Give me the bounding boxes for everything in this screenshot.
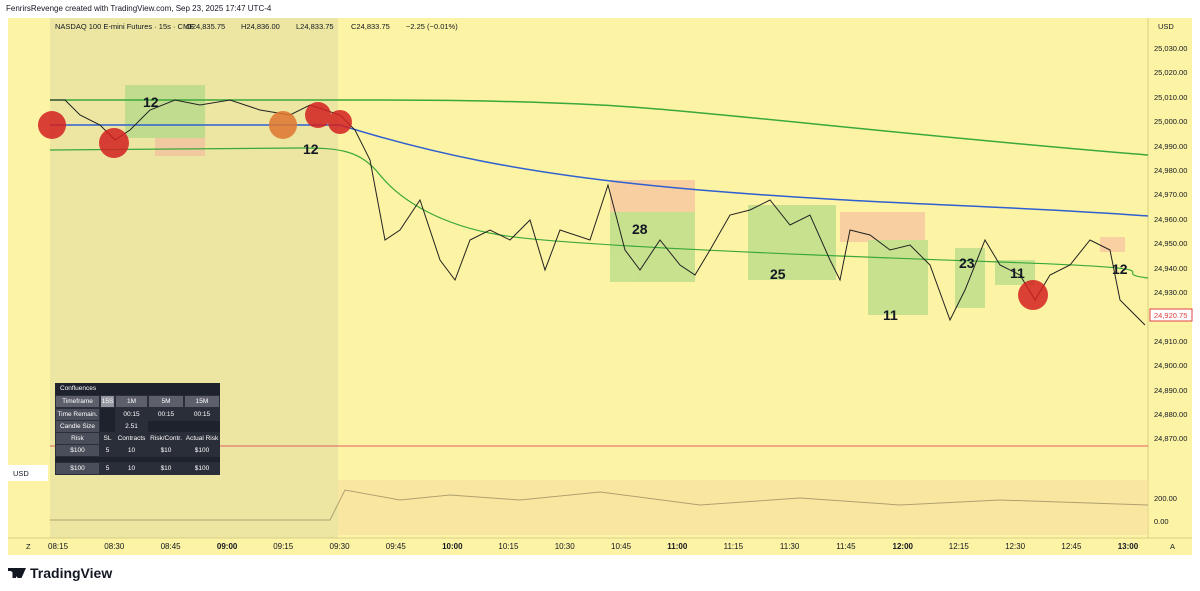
time-tick: 08:45 bbox=[160, 542, 181, 551]
table-cell: 5 bbox=[100, 444, 115, 457]
time-tick: 08:15 bbox=[48, 542, 69, 551]
price-tick: 24,990.00 bbox=[1154, 141, 1188, 151]
count-label: 23 bbox=[959, 255, 975, 271]
table-cell: Candle Size bbox=[55, 420, 100, 433]
table-cell: $100 bbox=[184, 444, 220, 457]
time-tick: 11:00 bbox=[667, 542, 688, 551]
time-tick: 12:45 bbox=[1061, 542, 1082, 551]
price-tick: 24,930.00 bbox=[1154, 288, 1188, 297]
table-cell: $100 bbox=[184, 462, 220, 475]
time-tick: 09:45 bbox=[385, 542, 406, 551]
time-tick: 12:00 bbox=[892, 542, 913, 551]
table-cell: $10 bbox=[148, 462, 184, 475]
table-cell: Timeframe bbox=[55, 395, 100, 408]
attribution: FenrirsRevenge created with TradingView.… bbox=[6, 4, 272, 13]
price-tick: 24,900.00 bbox=[1154, 361, 1188, 371]
price-line bbox=[50, 99, 1146, 326]
table-cell: Actual Risk bbox=[184, 432, 220, 445]
price-tick: 24,960.00 bbox=[1154, 214, 1188, 224]
legend-close: C24,833.75 bbox=[351, 22, 390, 31]
time-tick: 11:15 bbox=[723, 542, 744, 551]
price-tick: 25,020.00 bbox=[1154, 68, 1188, 78]
current-price-box bbox=[1149, 308, 1193, 322]
price-tick: 24,980.00 bbox=[1154, 166, 1188, 175]
table-cell: Contracts bbox=[115, 432, 148, 445]
count-label: 12 bbox=[1112, 261, 1128, 277]
price-tick: 24,970.00 bbox=[1154, 190, 1188, 200]
price-tick: 25,010.00 bbox=[1154, 92, 1188, 102]
time-tick: 12:30 bbox=[1005, 542, 1026, 551]
time-tick: 10:45 bbox=[611, 542, 632, 551]
table-cell: 10 bbox=[115, 462, 148, 475]
count-label: 11 bbox=[1010, 265, 1025, 281]
time-tick: 12:15 bbox=[948, 542, 969, 551]
table-cell: SL bbox=[100, 432, 115, 445]
lower-tick: 0.00 bbox=[1154, 517, 1169, 526]
green-ma bbox=[49, 147, 1149, 279]
table-cell: Risk bbox=[55, 432, 100, 445]
table-cell: 15M bbox=[184, 395, 220, 408]
axis-btn: Z bbox=[26, 542, 31, 551]
indicator-line bbox=[50, 489, 1149, 521]
table-cell: $10 bbox=[148, 444, 184, 457]
count-label: 11 bbox=[883, 307, 898, 323]
blue-ma bbox=[50, 124, 1149, 217]
time-tick: 10:00 bbox=[442, 542, 463, 551]
time-tick: 10:30 bbox=[554, 542, 575, 551]
price-tick: 24,880.00 bbox=[1154, 410, 1188, 419]
table-cell: 00:15 bbox=[184, 408, 220, 421]
table-cell: 5M bbox=[148, 395, 184, 408]
signal-circles bbox=[38, 102, 1048, 310]
table-cell: 5 bbox=[100, 462, 115, 475]
count-label: 12 bbox=[143, 94, 159, 110]
price-tick: 25,030.00 bbox=[1154, 44, 1188, 53]
table-cell: 2.51 bbox=[115, 420, 148, 433]
time-tick: 10:15 bbox=[498, 542, 519, 551]
count-label: 12 bbox=[303, 141, 319, 157]
price-tick: 24,950.00 bbox=[1154, 239, 1188, 249]
table-title: Confluences bbox=[60, 385, 97, 392]
time-tick: 11:45 bbox=[836, 542, 856, 551]
table-cell: $100 bbox=[55, 444, 100, 457]
lower-tick: 200.00 bbox=[1154, 494, 1177, 503]
currency: USD bbox=[13, 469, 29, 478]
table-cell: 1M bbox=[115, 395, 148, 408]
time-tick: 08:30 bbox=[104, 542, 125, 551]
usd-box bbox=[8, 465, 48, 481]
table-cell: $100 bbox=[55, 462, 100, 475]
time-tick: 11:30 bbox=[779, 542, 800, 551]
time-tick: 13:00 bbox=[1117, 542, 1139, 551]
currency: USD bbox=[1158, 22, 1174, 31]
table-cell: 00:15 bbox=[148, 408, 184, 421]
legend-change: −2.25 (−0.01%) bbox=[406, 22, 458, 31]
current-price: 24,920.75 bbox=[1154, 311, 1188, 320]
time-tick: 09:15 bbox=[273, 542, 294, 551]
time-tick: 09:30 bbox=[329, 542, 350, 551]
legend-open: O24,835.75 bbox=[186, 22, 226, 31]
legend-symbol: NASDAQ 100 E-mini Futures · 15s · CME bbox=[55, 22, 195, 31]
price-tick: 25,000.00 bbox=[1154, 117, 1188, 127]
legend-high: H24,836.00 bbox=[241, 22, 280, 31]
table-cell: 15S bbox=[100, 395, 115, 408]
green-band-upper bbox=[50, 99, 1149, 156]
table-cell: Risk/Contr. bbox=[148, 432, 184, 445]
time-tick: 09:00 bbox=[216, 542, 238, 551]
count-label: 28 bbox=[632, 221, 648, 237]
legend-low: L24,833.75 bbox=[296, 22, 334, 31]
price-tick: 24,870.00 bbox=[1154, 434, 1188, 444]
axis-btn: A bbox=[1170, 542, 1176, 551]
table-cell: 00:15 bbox=[115, 408, 148, 421]
price-tick: 24,940.00 bbox=[1154, 263, 1188, 273]
brand-logo bbox=[8, 568, 26, 578]
table-cell: 10 bbox=[115, 444, 148, 457]
price-tick: 24,910.00 bbox=[1154, 336, 1188, 346]
indicator-area bbox=[338, 480, 1148, 535]
table-cell: Time Remain. bbox=[55, 408, 100, 421]
count-label: 25 bbox=[770, 266, 786, 282]
price-tick: 24,890.00 bbox=[1154, 385, 1188, 395]
brand: TradingView bbox=[30, 565, 113, 581]
